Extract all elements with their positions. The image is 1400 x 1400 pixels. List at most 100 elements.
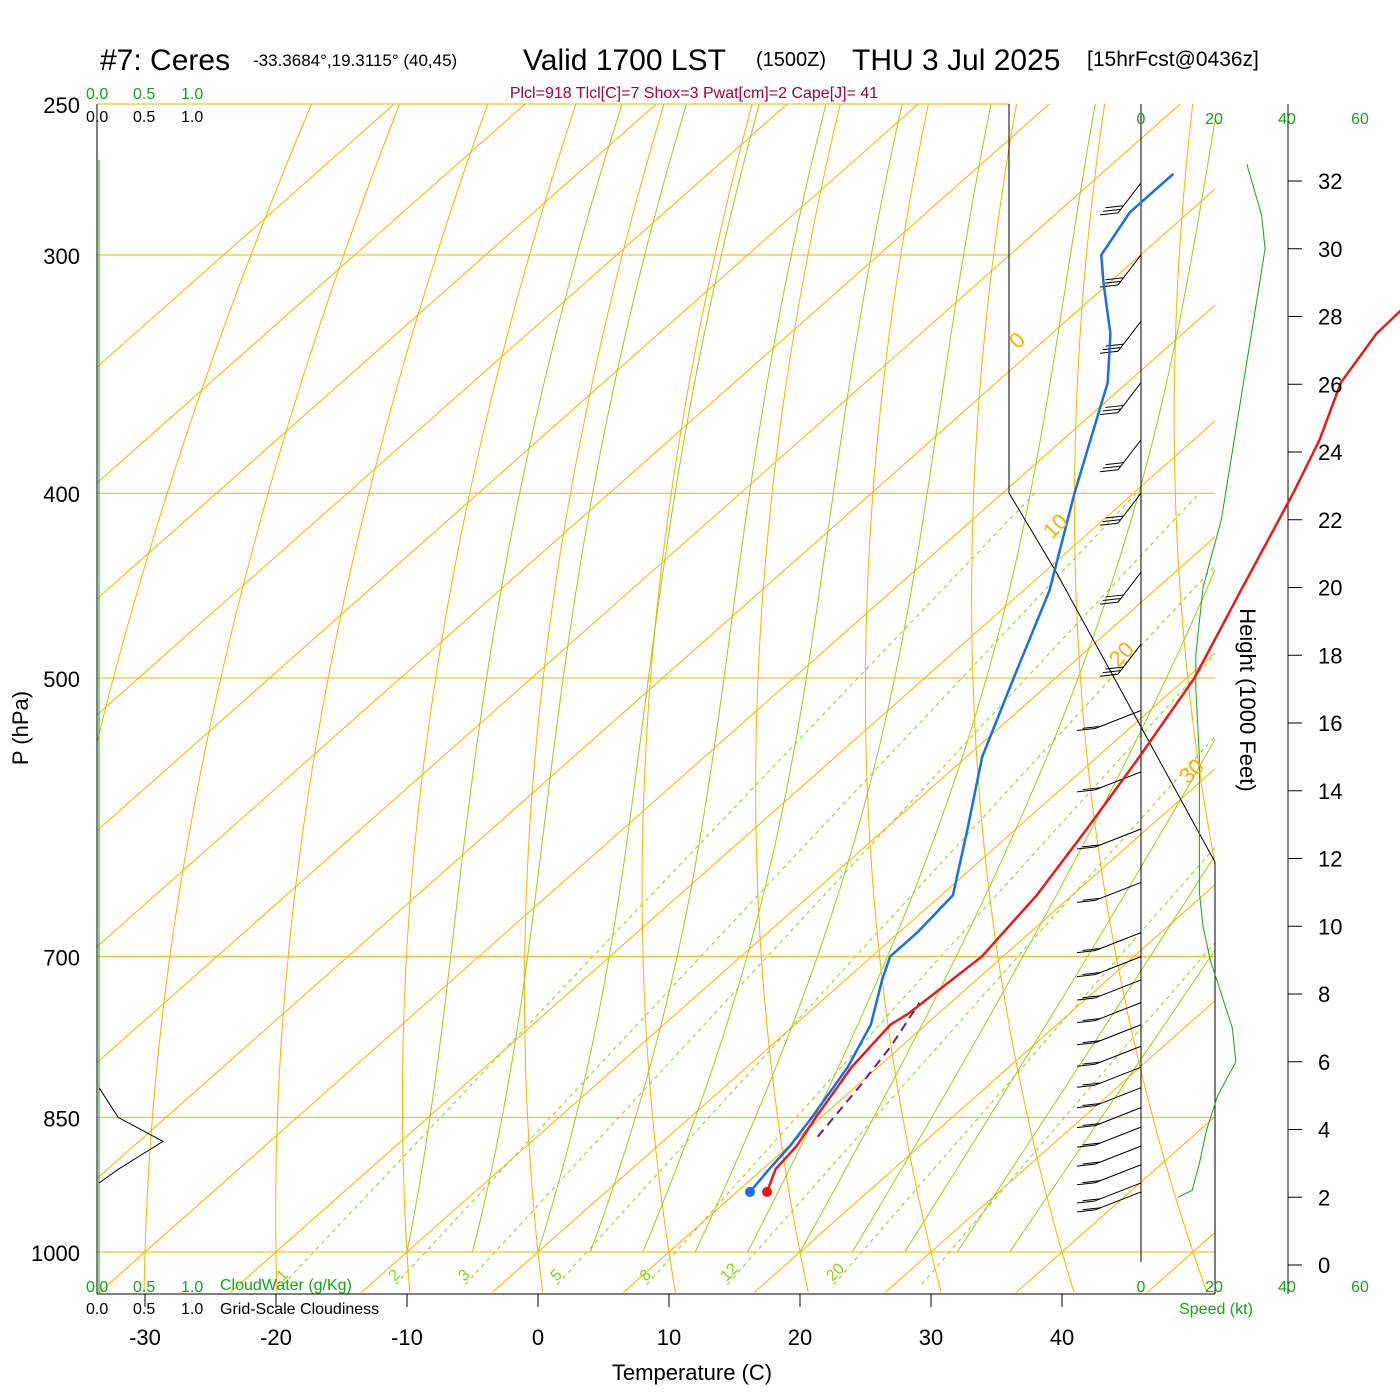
temperature-tick-label: -10	[391, 1325, 423, 1350]
wind-barb-staff	[1117, 382, 1142, 413]
height-tick-label: 4	[1318, 1118, 1330, 1143]
wind-barb-staff	[1094, 881, 1142, 901]
cloudiness-scale-bottom-0: 0.0	[86, 1301, 108, 1318]
temperature-tick-labels: -30 -20 -10 0 10 20 30 40	[129, 1294, 1074, 1350]
wind-barb-flag	[1076, 974, 1096, 978]
wind-barb-flag	[1076, 1144, 1096, 1148]
wind-barb-flag	[1082, 971, 1101, 975]
wind-barb-staff	[1094, 710, 1142, 729]
isobar-lines	[97, 103, 1215, 1253]
wind-barb-flag	[1099, 522, 1119, 526]
wind-barb-flag	[1105, 343, 1124, 347]
wind-barb-flag	[1076, 1163, 1096, 1167]
mixing-ratio-line	[833, 846, 1215, 1285]
cloudwater-label: CloudWater (g/Kg)	[220, 1277, 352, 1294]
dry-adiabat-line	[1365, 35, 1400, 1292]
wind-barb-flag	[1099, 673, 1119, 677]
pressure-tick-label: 1000	[31, 1241, 80, 1266]
wind-barb-staff	[1094, 1087, 1142, 1107]
wind-barb-staff	[1094, 1002, 1142, 1022]
height-tick-label: 0	[1318, 1253, 1330, 1278]
temperature-tick-label: -30	[129, 1325, 161, 1350]
wind-barb-staff	[1094, 771, 1142, 791]
height-tick-label: 26	[1318, 372, 1342, 397]
wind-barb-flag	[1082, 725, 1101, 729]
wind-barb-flag	[1082, 1198, 1101, 1202]
temperature-tick-label: 40	[1050, 1325, 1074, 1350]
wind-speed-tick-label-bottom: 60	[1351, 1279, 1369, 1296]
wind-barb-flag	[1076, 1042, 1096, 1046]
wind-barb-flag	[1102, 208, 1121, 212]
isotherm-line	[97, 188, 1215, 1180]
wind-speed-tick-label-bottom: 40	[1278, 1279, 1296, 1296]
height-tick-label: 30	[1318, 237, 1342, 262]
wind-barb-staff	[1094, 1191, 1142, 1211]
isotherm-line	[1147, 1231, 1215, 1293]
pressure-tick-label: 500	[43, 667, 80, 692]
cloudiness-scale-top-2: 1.0	[181, 109, 203, 126]
wind-barb-staff	[1094, 979, 1142, 999]
wind-barbs	[1076, 182, 1142, 1213]
isotherm-line	[97, 104, 919, 832]
temperature-line	[765, 309, 1400, 1193]
stability-indices: Plcl=918 Tlcl[C]=7 Shox=3 Pwat[cm]=2 Cap…	[510, 85, 878, 102]
wind-barb-flag	[1076, 846, 1096, 850]
height-tick-label: 16	[1318, 711, 1342, 736]
moist-adiabat-line	[904, 738, 1215, 1253]
wind-barb-flag	[1102, 465, 1121, 469]
mixing-ratio-line	[646, 653, 1215, 1285]
moist-adiabat-lines	[406, 104, 1215, 1253]
height-tick-label: 22	[1318, 508, 1342, 533]
mixing-ratio-lines	[282, 492, 1215, 1285]
dry-adiabat-line	[864, 104, 942, 1293]
cloudwater-scale-bottom-1: 0.5	[133, 1279, 155, 1296]
mixing-ratio-line	[395, 492, 1137, 1285]
cloudiness-label: Grid-Scale Cloudiness	[220, 1301, 379, 1318]
forecast-info: [15hrFcst@0436z]	[1087, 48, 1259, 71]
dry-adiabat-line	[143, 104, 401, 1293]
moist-adiabat-line	[747, 104, 1096, 1253]
temperature-tick-label: 10	[657, 1325, 681, 1350]
cloudiness-scale-top-1: 0.5	[133, 109, 155, 126]
wind-speed-tick-label-top: 20	[1205, 111, 1223, 128]
wind-barb-staff	[1094, 932, 1142, 952]
mixing-ratio-line	[921, 941, 1215, 1285]
dry-adiabat-line	[1074, 104, 1208, 1293]
wind-barb-flag	[1076, 1200, 1096, 1204]
height-tick-label: 24	[1318, 440, 1342, 465]
moist-adiabat-line	[537, 104, 760, 1253]
temperature-tick-label: -20	[260, 1325, 292, 1350]
wind-barb-staff	[1094, 956, 1142, 976]
height-tick-label: 28	[1318, 305, 1342, 330]
isotherm-line	[492, 652, 1215, 1293]
height-axis-title: Height (1000 Feet)	[1235, 608, 1260, 791]
dry-adiabat-label: 20	[1104, 637, 1139, 672]
x-axis-title: Temperature (C)	[612, 1360, 772, 1385]
temperature-tick-label: 20	[788, 1325, 812, 1350]
wind-barb-flag	[1099, 601, 1119, 605]
isotherm-line	[361, 536, 1215, 1293]
surface-dewpoint-marker	[745, 1186, 756, 1197]
wind-barb-flag	[1105, 515, 1124, 519]
pressure-tick-label: 400	[43, 482, 80, 507]
wind-barb-flag	[1076, 1020, 1096, 1024]
moist-adiabat-line	[589, 104, 827, 1253]
pressure-tick-labels: 250 300 400 500 700 850 1000	[31, 93, 80, 1266]
pressure-tick-label: 250	[43, 93, 80, 118]
isotherm-line	[99, 304, 1215, 1293]
wind-barb-staff	[1117, 571, 1142, 603]
temperature-tick-label: 0	[532, 1325, 544, 1350]
height-tick-label: 8	[1318, 982, 1330, 1007]
mixing-ratio-labels: 1 2 3 5 8 12 20	[273, 1260, 848, 1285]
wind-barb-flag	[1076, 950, 1096, 954]
wind-barb-flag	[1082, 1061, 1101, 1065]
height-tick-label: 6	[1318, 1050, 1330, 1075]
station-coords: -33.3684°,19.3115° (40,45)	[253, 51, 457, 70]
valid-date: THU 3 Jul 2025	[852, 44, 1060, 77]
wind-barb-flag	[1105, 462, 1124, 466]
dry-adiabat-line	[402, 104, 577, 1293]
moist-adiabat-line	[406, 104, 623, 1253]
station-title: #7: Ceres	[100, 44, 230, 77]
